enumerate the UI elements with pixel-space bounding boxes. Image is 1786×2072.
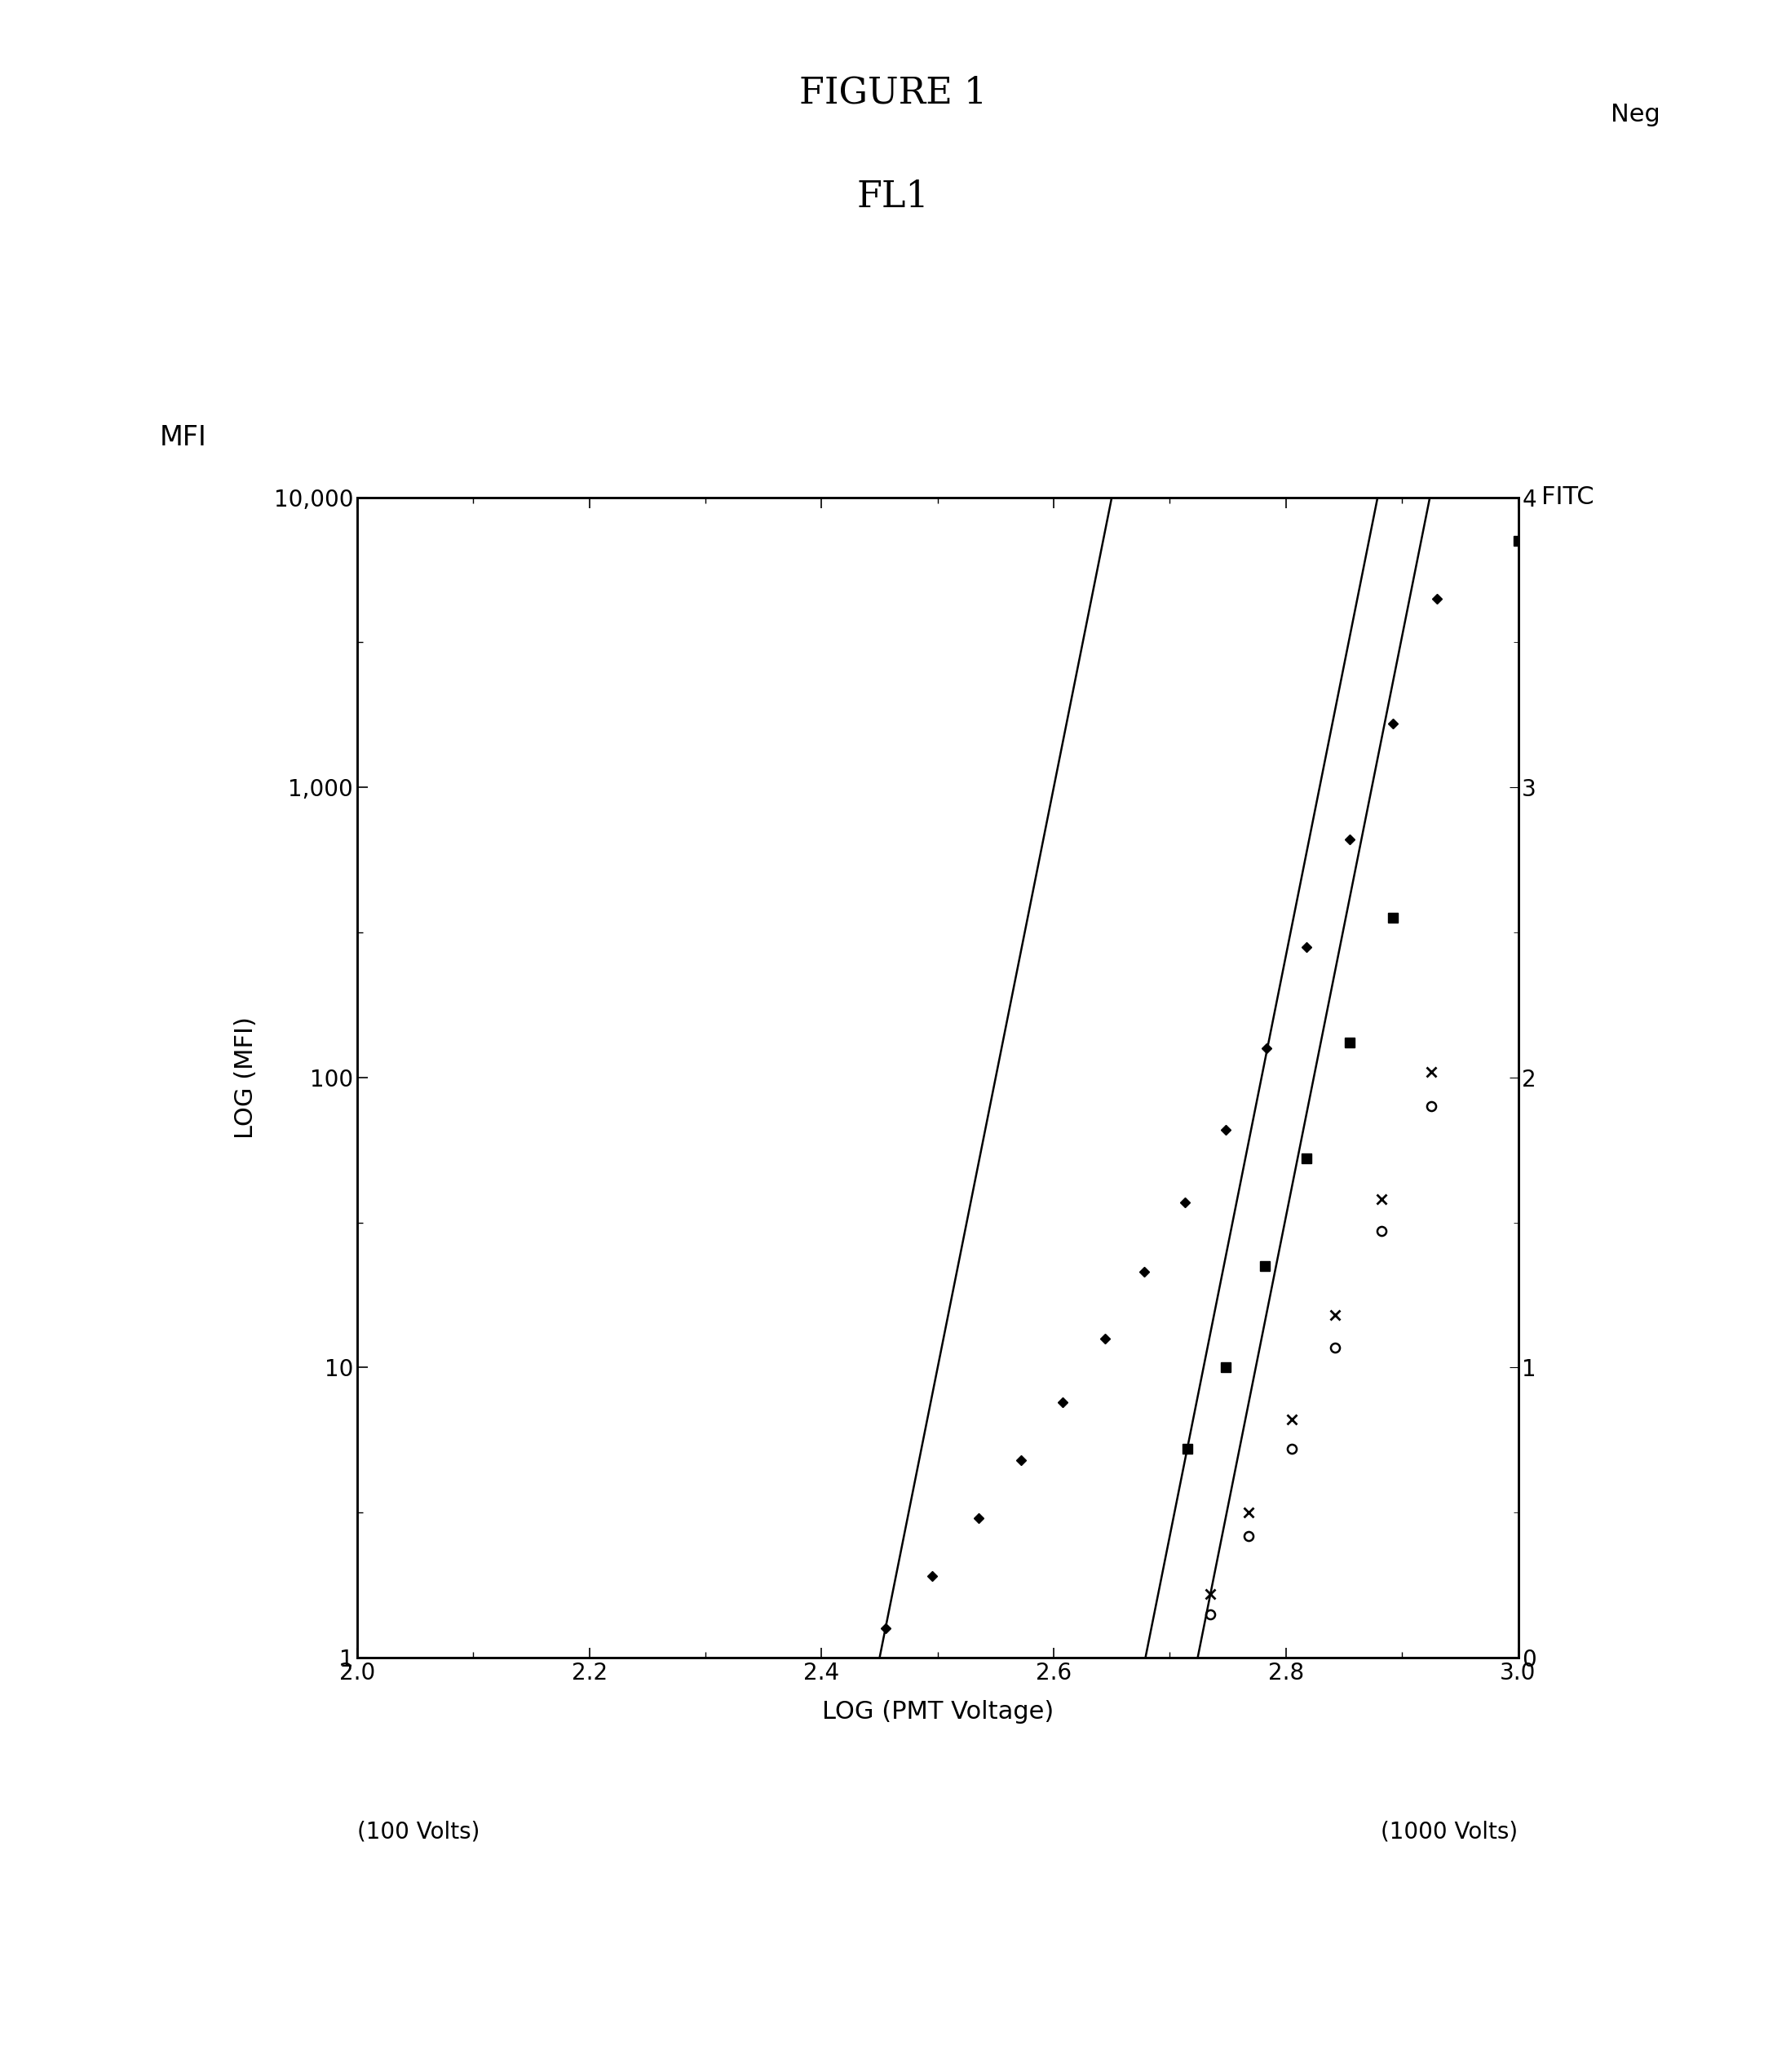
Text: FITC: FITC — [1541, 485, 1595, 510]
Text: (1000 Volts): (1000 Volts) — [1381, 1819, 1518, 1842]
Y-axis label: LOG (MFI): LOG (MFI) — [234, 1015, 257, 1140]
Text: Neg: Neg — [1611, 102, 1661, 126]
Text: (100 Volts): (100 Volts) — [357, 1819, 480, 1842]
Text: FL1: FL1 — [857, 180, 929, 213]
Text: MFI: MFI — [159, 425, 207, 452]
X-axis label: LOG (PMT Voltage): LOG (PMT Voltage) — [822, 1701, 1054, 1724]
Text: FIGURE 1: FIGURE 1 — [798, 77, 988, 110]
